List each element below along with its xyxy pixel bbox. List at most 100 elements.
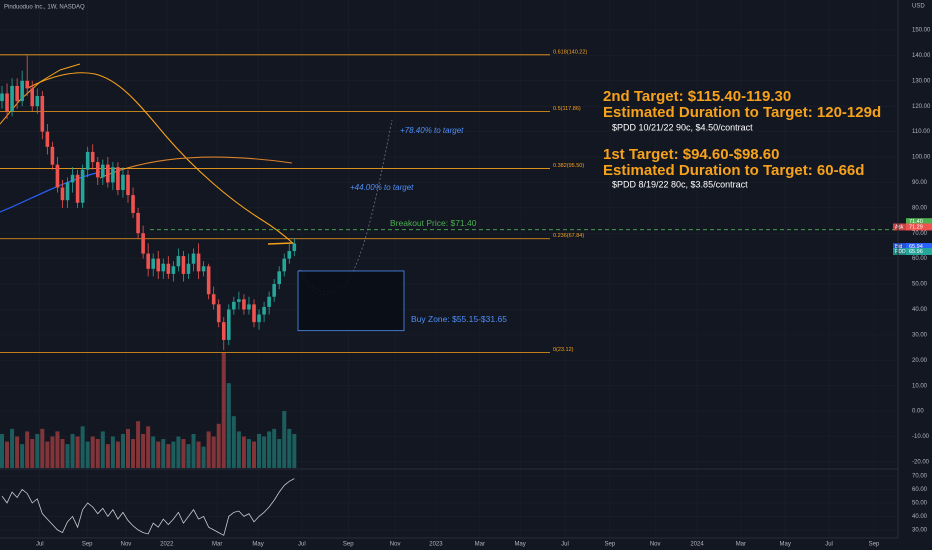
x-tick-label: Sep <box>869 542 880 548</box>
price-badge-tag-text: Ask <box>895 224 904 230</box>
y-tick-label: 10.00 <box>912 383 928 389</box>
price-badge <box>906 248 932 256</box>
y-tick-label: 90.00 <box>912 180 928 186</box>
volume-bar <box>221 352 226 468</box>
volume-bar <box>156 441 161 468</box>
volume-bar <box>231 416 236 468</box>
candle-body <box>60 187 65 201</box>
x-tick-label: Sep <box>343 542 354 548</box>
candle-body <box>65 182 70 201</box>
volume-bar <box>171 441 176 468</box>
candle-body <box>146 253 150 269</box>
price-badge-label: 65.94 <box>909 244 923 250</box>
candle-body <box>85 151 90 170</box>
candle-body <box>40 96 45 132</box>
candle-body <box>282 258 287 272</box>
rsi-tick-label: 40.00 <box>912 514 928 520</box>
price-badge-label: 71.29 <box>909 224 923 230</box>
price-badge <box>906 218 932 226</box>
candle-body <box>106 164 110 183</box>
x-tick-label: Sep <box>82 542 93 548</box>
candle-body <box>257 314 261 323</box>
volume-bar <box>236 431 241 468</box>
plot-layer: 150.00 140.00 130.00 120.00 110.00 100.00 90.0… <box>0 28 932 548</box>
price-badge-tag <box>893 248 906 256</box>
candle-body <box>252 304 256 323</box>
volume-bar <box>196 441 201 468</box>
candle-body <box>126 174 130 196</box>
y-tick-label: 120.00 <box>912 104 931 110</box>
candle-body <box>25 80 29 89</box>
volume-bar <box>211 436 216 468</box>
y-tick-label: 100.00 <box>912 155 931 161</box>
candle-body <box>242 299 246 310</box>
candle-body <box>171 266 176 274</box>
candle-body <box>136 212 140 234</box>
volume-bar <box>80 426 85 468</box>
candle-body <box>176 256 181 267</box>
x-tick-label: Mar <box>212 542 222 548</box>
candle-body <box>267 296 271 307</box>
candle-body <box>101 164 105 178</box>
rsi-tick-label: 60.00 <box>912 487 928 493</box>
price-badge <box>906 223 932 231</box>
volume-bar <box>10 428 15 468</box>
candle-body <box>10 85 14 112</box>
y-tick-label: 50.00 <box>912 282 928 288</box>
candle-body <box>30 88 35 107</box>
x-tick-label: 2023 <box>429 542 443 548</box>
target-title: 1st Target: $94.60-$98.60 <box>603 146 780 163</box>
y-tick-label: 110.00 <box>912 129 931 135</box>
volume-bar <box>166 444 171 468</box>
volume-bar <box>100 431 105 468</box>
candle-body <box>131 195 135 213</box>
volume-bar <box>5 441 10 468</box>
target-duration: Estimated Duration to Target: 120-129d <box>603 104 881 121</box>
volume-bar <box>136 421 141 468</box>
x-tick-label: Nov <box>121 542 132 548</box>
candle-body <box>45 131 50 147</box>
candle-body <box>166 263 171 274</box>
candle-body <box>237 299 241 302</box>
price-badge-label: 65.96 <box>909 249 923 255</box>
candle-body <box>186 263 191 274</box>
x-tick-label: Nov <box>390 542 401 548</box>
rsi-line <box>1 478 295 536</box>
y-tick-label: 130.00 <box>912 78 931 84</box>
y-tick-label: 60.00 <box>912 256 928 262</box>
candle-body <box>191 253 196 264</box>
y-tick-label: 70.00 <box>912 231 928 237</box>
candle-body <box>15 85 19 102</box>
volume-bar <box>25 431 30 468</box>
x-tick-label: 2024 <box>690 542 704 548</box>
volume-bar <box>272 428 277 468</box>
volume-bar <box>262 436 267 468</box>
candle-body <box>262 306 266 315</box>
candle-body <box>20 80 24 102</box>
candle-body <box>50 146 55 165</box>
candle-body <box>151 258 155 269</box>
volume-bar <box>45 441 50 468</box>
candle-body <box>277 271 281 285</box>
x-tick-label: Mar <box>736 542 746 548</box>
volume-bar <box>181 439 186 468</box>
volume-bar <box>70 433 75 468</box>
volume-bar <box>257 433 262 468</box>
volume-bar <box>35 433 40 468</box>
rsi-tick-label: 30.00 <box>912 527 928 533</box>
candle-body <box>116 167 120 191</box>
y-tick-label: 0.00 <box>912 409 924 415</box>
price-badge-tag <box>893 243 906 251</box>
fib-label: 0.382(95.50) <box>553 163 584 169</box>
volume-bar <box>95 439 100 468</box>
volume-bar <box>282 411 287 468</box>
volume-bar <box>40 428 45 468</box>
x-tick-label: 2022 <box>160 542 174 548</box>
annotation: +44.00% to target <box>350 183 414 192</box>
volume-bar <box>141 433 146 468</box>
price-badge <box>906 243 932 251</box>
volume-bar <box>201 446 206 468</box>
candle-body <box>232 301 236 310</box>
x-tick-label: Nov <box>650 542 661 548</box>
moving-average-dark-orange <box>99 156 293 179</box>
